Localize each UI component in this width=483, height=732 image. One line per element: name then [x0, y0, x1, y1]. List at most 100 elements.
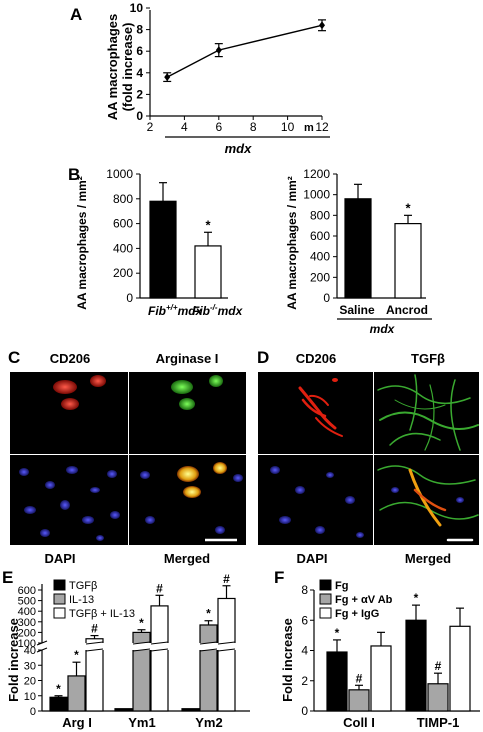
panel-a-x-unit: m — [304, 122, 314, 134]
y-tick-label: 400 — [18, 606, 36, 618]
y-tick-label: 200 — [18, 627, 36, 639]
panel-c-label-cd206: CD206 — [50, 351, 90, 366]
bar-break-mark — [132, 641, 151, 645]
bar-break-mark — [199, 648, 218, 652]
panel-c-dapi-nuclei — [19, 466, 120, 541]
panel-c-red-cell — [61, 398, 79, 410]
bar — [394, 223, 422, 299]
panel-b-right-ylabel: AA macrophages / mm² — [285, 176, 299, 310]
significance-marker: * — [414, 591, 419, 605]
data-point — [164, 73, 171, 82]
panel-d-label-cd206: CD206 — [296, 351, 336, 366]
y-tick-label: 0 — [136, 109, 143, 123]
y-tick-label: 10 — [130, 1, 144, 15]
y-tick-label: 300 — [18, 617, 36, 629]
x-tick-label: 10 — [281, 120, 295, 134]
bar-break-gap — [85, 643, 104, 650]
panel-b-group-label: mdx — [370, 322, 396, 336]
panel-d-merged — [377, 465, 479, 542]
significance-marker: # — [223, 572, 230, 586]
x-tick-label: 8 — [250, 120, 257, 134]
panel-c-images — [10, 372, 246, 545]
significance-marker: * — [335, 626, 340, 640]
bar — [181, 708, 200, 712]
panel-a: A AA macrophages (fold increase) 0246810… — [70, 1, 330, 156]
panel-e-ylabel: Fold increase — [6, 618, 21, 702]
y-tick-label: 800 — [113, 192, 133, 206]
y-tick-label: 40 — [24, 645, 36, 657]
panel-c-merged-cells — [140, 462, 243, 542]
legend-swatch — [53, 607, 66, 619]
y-tick-label: 30 — [24, 660, 36, 672]
y-tick-label: 1000 — [106, 167, 133, 181]
panel-c-label-merged: Merged — [164, 551, 210, 566]
bar — [114, 708, 133, 712]
bar — [217, 597, 236, 712]
bar — [449, 625, 471, 712]
y-tick-label: 20 — [24, 676, 36, 688]
y-tick-label: 600 — [310, 229, 330, 243]
panel-c: C CD206 Arginase I DAPI Merged — [8, 348, 246, 566]
panel-c-red-cell — [53, 380, 77, 394]
panel-a-letter: A — [70, 5, 82, 24]
y-tick-label: 400 — [113, 241, 133, 255]
y-tick-label: 200 — [310, 270, 330, 284]
bar — [150, 605, 169, 712]
panel-d-label-tgfb: TGFβ — [411, 351, 445, 366]
bar — [199, 624, 218, 712]
y-tick-label: 8 — [136, 23, 143, 37]
legend-label: Fg + IgG — [335, 608, 379, 620]
legend-label: IL-13 — [69, 594, 94, 606]
panel-b-left-ticks: 0 200 400 600 800 1000 — [106, 167, 140, 305]
panel-b: B AA macrophages / mm² AA macrophages / … — [68, 165, 432, 336]
panel-c-label-arginase: Arginase I — [156, 351, 219, 366]
legend-swatch — [53, 579, 66, 591]
panel-d-label-merged: Merged — [405, 551, 451, 566]
y-tick-label: 6 — [136, 44, 143, 58]
panel-c-letter: C — [8, 348, 20, 367]
panel-a-ylabel-line1: AA macrophages — [105, 14, 120, 120]
panel-c-green-cell — [179, 398, 195, 410]
significance-marker: # — [91, 622, 98, 636]
bar-break-mark — [199, 641, 218, 645]
panel-c-label-dapi: DAPI — [44, 551, 75, 566]
panel-b-right-ticks: 0 200 400 600 800 1000 1200 — [303, 167, 337, 305]
bar — [49, 696, 68, 712]
y-tick-label: 600 — [18, 585, 36, 597]
bar — [149, 200, 177, 299]
bar — [427, 683, 449, 712]
y-tick-label: 1200 — [303, 167, 330, 181]
significance-marker: * — [56, 682, 61, 696]
panel-d-image-tgfb — [374, 372, 479, 454]
bar — [194, 245, 222, 299]
x-tick-label: 4 — [181, 120, 188, 134]
panel-f-categories: Coll I TIMP-1 — [343, 715, 459, 730]
y-tick-label: 1000 — [303, 188, 330, 202]
y-tick-label: 400 — [310, 250, 330, 264]
y-tick-label: 6 — [301, 613, 308, 627]
bar-break-mark — [217, 648, 236, 652]
panel-a-ylabel-line2: (fold increase) — [120, 23, 135, 112]
panel-e-bars: * * # * # * # — [49, 572, 236, 712]
category-label: Ym2 — [195, 715, 222, 730]
data-point — [319, 21, 325, 30]
significance-marker: * — [74, 648, 79, 662]
panel-d-green-network — [377, 374, 479, 451]
bar — [67, 675, 86, 712]
bar — [405, 619, 427, 712]
y-tick-label: 200 — [113, 266, 133, 280]
panel-a-y-ticks: 0 2 4 6 8 10 — [130, 1, 150, 123]
y-tick-label: 0 — [323, 291, 330, 305]
panel-f-letter: F — [274, 568, 284, 587]
y-tick-label: 0 — [30, 706, 36, 718]
bar-break-mark — [150, 641, 169, 645]
significance-marker: # — [435, 659, 442, 673]
panel-d-label-dapi: DAPI — [296, 551, 327, 566]
panel-c-green-cell — [209, 375, 223, 387]
significance-marker: * — [205, 217, 211, 232]
panel-f-ticks: 0 2 4 6 8 — [301, 583, 314, 718]
panel-f-ylabel: Fold increase — [280, 618, 295, 702]
bar-break-gap — [199, 643, 218, 650]
